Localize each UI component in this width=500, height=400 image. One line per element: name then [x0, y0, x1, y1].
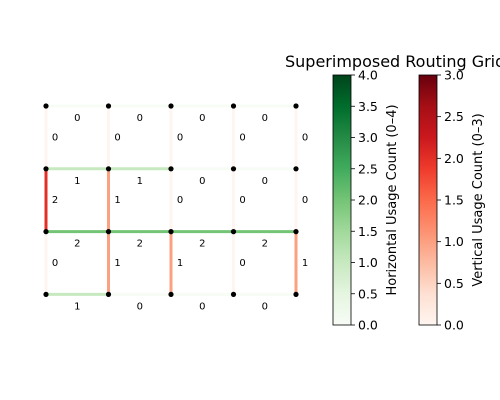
colorbar-tick-label: 0.5: [358, 286, 378, 301]
grid-node: [230, 229, 237, 235]
h-edge-label: 0: [137, 113, 143, 124]
colorbar-tick-label: 3.0: [444, 68, 464, 83]
vertical-colorbar: 0.0 0.5 1.0 1.5 2.0 2.5 3.0 Vertical Usage Cou…: [418, 68, 486, 333]
colorbar-tick-label: 1.5: [358, 224, 378, 239]
h-edge-label: 0: [199, 301, 205, 312]
v-edge-label: 1: [114, 195, 120, 206]
grid-node: [293, 291, 299, 297]
horizontal-colorbar: 0.0 0.5 1.0 1.5 2.0 2.5 3.0 3.5 4.0 Horizontal U…: [332, 68, 400, 333]
colorbar-tick-label: 2.0: [444, 151, 464, 166]
grid-node: [105, 229, 112, 235]
h-edge-label: 1: [74, 301, 80, 312]
v-edge-label: 0: [177, 132, 183, 143]
grid-node: [168, 103, 174, 109]
grid-node: [105, 103, 112, 109]
colorbar-tick-label: 2.5: [358, 161, 378, 176]
colorbar-tick-label: 2.5: [444, 109, 464, 124]
colorbar-tick-label: 1.0: [444, 234, 464, 249]
v-edge-label: 0: [239, 132, 245, 143]
h-edge-label: 1: [137, 176, 143, 187]
grid-node: [230, 103, 237, 109]
v-edge-label: 0: [239, 258, 245, 269]
grid-node: [230, 291, 237, 297]
v-edge-label: 0: [302, 195, 308, 206]
grid-node: [43, 166, 49, 172]
grid-node: [43, 291, 49, 297]
horizontal-colorbar-label: Horizontal Usage Count (0–4): [385, 104, 400, 295]
colorbar-tick-label: 0.0: [444, 318, 464, 333]
v-edge-label: 0: [239, 195, 245, 206]
v-edge-label: 0: [52, 132, 58, 143]
colorbar-tick-label: 3.5: [358, 99, 378, 114]
vertical-colorbar-gradient: [418, 74, 438, 326]
grid-node: [43, 103, 49, 109]
v-edge-label: 0: [302, 132, 308, 143]
h-edge-label: 0: [199, 113, 205, 124]
horizontal-colorbar-ticks: 0.0 0.5 1.0 1.5 2.0 2.5 3.0 3.5 4.0: [351, 68, 378, 333]
v-edge-label: 1: [302, 258, 308, 269]
v-edge-label: 1: [177, 258, 183, 269]
colorbar-tick-label: 4.0: [358, 68, 378, 83]
h-edge-label: 0: [262, 176, 268, 187]
chart-title: Superimposed Routing Grid: [285, 52, 500, 71]
grid-node: [168, 229, 174, 235]
v-edge-label: 1: [114, 258, 120, 269]
grid-node: [105, 291, 112, 297]
h-edge-label: 2: [262, 239, 268, 250]
colorbar-tick-label: 1.0: [358, 255, 378, 270]
colorbar-tick-label: 0.0: [358, 318, 378, 333]
v-edge-label: 0: [177, 195, 183, 206]
grid-node: [168, 291, 174, 297]
h-edge-label: 2: [137, 239, 143, 250]
colorbar-tick-label: 0.5: [444, 276, 464, 291]
grid-node: [105, 166, 112, 172]
colorbar-tick-label: 3.0: [358, 130, 378, 145]
h-edge-label: 2: [74, 239, 80, 250]
h-edge-label: 2: [199, 239, 205, 250]
h-edge-label: 0: [199, 176, 205, 187]
v-edge-label: 2: [52, 195, 58, 206]
colorbar-tick-label: 2.0: [358, 193, 378, 208]
vertical-colorbar-ticks: 0.0 0.5 1.0 1.5 2.0 2.5 3.0: [437, 68, 464, 333]
grid-node: [293, 166, 299, 172]
horizontal-colorbar-gradient: [332, 74, 352, 326]
v-edge-label: 0: [114, 132, 120, 143]
grid-node: [43, 229, 49, 235]
h-edge-label: 0: [137, 301, 143, 312]
grid-node: [293, 229, 299, 235]
vertical-colorbar-label: Vertical Usage Count (0–3): [471, 113, 486, 286]
h-edge-label: 0: [262, 113, 268, 124]
h-edge-label: 0: [74, 113, 80, 124]
grid-node: [293, 103, 299, 109]
colorbar-tick-label: 1.5: [444, 193, 464, 208]
routing-grid: 0 0 0 0 1 1 0 0 2 2 2 2 1 0 0 0 0 0 0 0 0 2 1 0 0 0 0 1 1 0 1: [43, 103, 308, 312]
h-edge-label: 1: [74, 176, 80, 187]
v-edge-label: 0: [52, 258, 58, 269]
grid-node: [230, 166, 237, 172]
grid-node: [168, 166, 174, 172]
h-edge-label: 0: [262, 301, 268, 312]
